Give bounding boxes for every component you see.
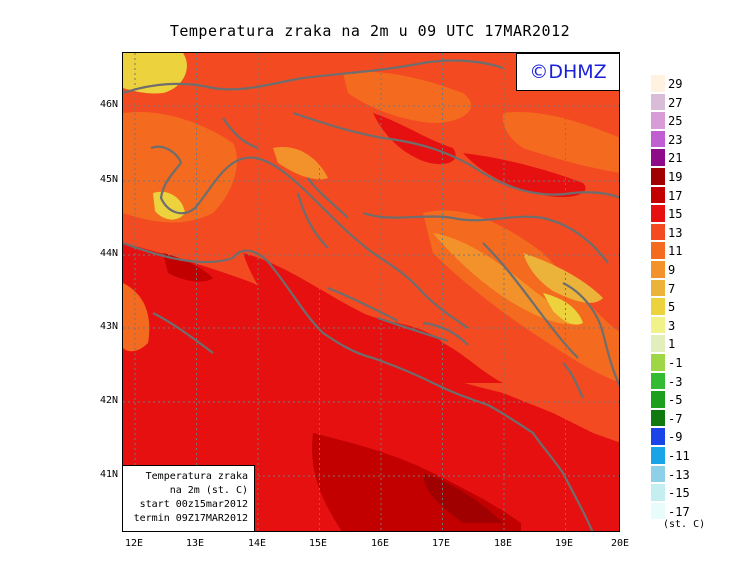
legend-swatch [651, 484, 665, 501]
legend-swatch [651, 465, 665, 483]
legend-label: -11 [668, 449, 690, 463]
legend-swatch [651, 502, 665, 520]
cool-region-west-edge [123, 283, 150, 352]
warm-region-slavonia [463, 153, 586, 198]
x-axis-label: 12E [124, 538, 144, 549]
info-line-2: na 2m (st. C) [169, 485, 248, 496]
legend-swatch [651, 354, 665, 371]
legend-label: -9 [668, 430, 683, 445]
x-axis-label: 15E [308, 538, 328, 549]
legend-swatch [651, 242, 665, 259]
legend-swatch [651, 75, 665, 92]
legend-label: -7 [668, 411, 683, 426]
info-line-1: Temperatura zraka [145, 471, 248, 482]
cool-region-northeast [502, 112, 619, 173]
legend-swatch [651, 447, 665, 464]
x-axis-label: 17E [431, 538, 451, 549]
temperature-map [122, 52, 620, 532]
x-axis-label: 20E [610, 538, 630, 549]
legend-swatch [651, 298, 665, 315]
cool-region-istria [123, 112, 237, 223]
cool-region-north [343, 71, 472, 123]
y-axis-label: 46N [99, 99, 118, 110]
legend-swatch [651, 205, 665, 222]
legend-units: (st. C) [663, 519, 706, 530]
info-line-4: termin 09Z17MAR2012 [133, 513, 248, 524]
legend-label: 11 [668, 244, 683, 259]
legend-swatch [651, 149, 665, 166]
info-line-3: start 00z15mar2012 [139, 499, 248, 510]
mild-region-gorski-kotar [273, 147, 328, 180]
legend-label: 7 [668, 281, 676, 296]
legend-swatch [651, 168, 665, 185]
legend-swatch [651, 112, 665, 129]
x-axis-label: 18E [493, 538, 513, 549]
legend-swatch [651, 335, 665, 352]
legend-swatch [651, 279, 665, 297]
coolest-patch-east [543, 293, 583, 325]
legend-label: -15 [668, 486, 690, 501]
dhmz-logo: ©DHMZ [516, 53, 620, 91]
legend-swatch [651, 409, 665, 427]
legend-swatch [651, 428, 665, 445]
legend-swatch [651, 372, 665, 390]
x-axis-label: 13E [185, 538, 205, 549]
warm-region-central-sea [243, 253, 503, 383]
legend-label: -5 [668, 393, 683, 408]
legend-label: -17 [668, 504, 690, 519]
legend-label: 9 [668, 263, 676, 277]
warm-region-north-lowland [373, 113, 456, 165]
legend-label: 21 [668, 151, 683, 166]
legend-swatch [651, 186, 665, 204]
mild-region-east [523, 253, 603, 303]
graticule [123, 53, 619, 531]
legend-label: 3 [668, 318, 676, 333]
x-axis-label: 19E [554, 538, 574, 549]
y-axis-label: 42N [99, 395, 118, 406]
legend-label: 1 [668, 337, 676, 352]
info-box: Temperatura zraka na 2m (st. C) start 00… [122, 465, 255, 532]
y-axis-label: 44N [99, 248, 118, 259]
map-title: Temperatura zraka na 2m u 09 UTC 17MAR20… [169, 22, 571, 40]
legend-label: -3 [668, 374, 683, 389]
legend-swatch [651, 130, 665, 148]
legend-label: -1 [668, 356, 683, 370]
legend-swatch [651, 261, 665, 278]
legend-label: 25 [668, 114, 683, 129]
legend-label: 19 [668, 170, 683, 184]
legend-swatch [651, 316, 665, 334]
legend-label: 29 [668, 77, 683, 91]
warm-region-south [123, 243, 619, 531]
mild-region-dinarides [433, 233, 583, 325]
hot-patch-south-deep [423, 473, 503, 523]
legend-label: -13 [668, 467, 690, 482]
legend-swatch [651, 391, 665, 408]
legend-label: 15 [668, 207, 683, 222]
legend-swatch [651, 223, 665, 241]
y-axis-label: 45N [99, 174, 118, 185]
legend-label: 27 [668, 95, 683, 110]
y-axis-label: 43N [99, 321, 118, 332]
hot-patch-west [163, 253, 213, 282]
map-canvas [123, 53, 619, 531]
x-axis-label: 16E [370, 538, 390, 549]
x-axis-label: 14E [247, 538, 267, 549]
legend-label: 17 [668, 188, 683, 203]
y-axis-label: 41N [99, 469, 118, 480]
legend-label: 23 [668, 132, 683, 147]
legend-label: 13 [668, 225, 683, 240]
legend-swatch [651, 93, 665, 111]
legend-label: 5 [668, 300, 676, 315]
coastlines-and-borders [123, 59, 619, 531]
